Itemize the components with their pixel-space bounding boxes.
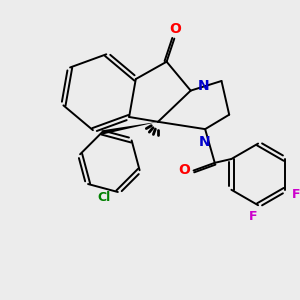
Text: F: F (249, 210, 257, 223)
Text: O: O (169, 22, 181, 36)
Text: F: F (292, 188, 300, 201)
Text: Cl: Cl (98, 191, 111, 204)
Text: N: N (198, 135, 210, 148)
Polygon shape (101, 122, 158, 135)
Text: O: O (178, 163, 190, 177)
Text: N: N (197, 79, 209, 93)
